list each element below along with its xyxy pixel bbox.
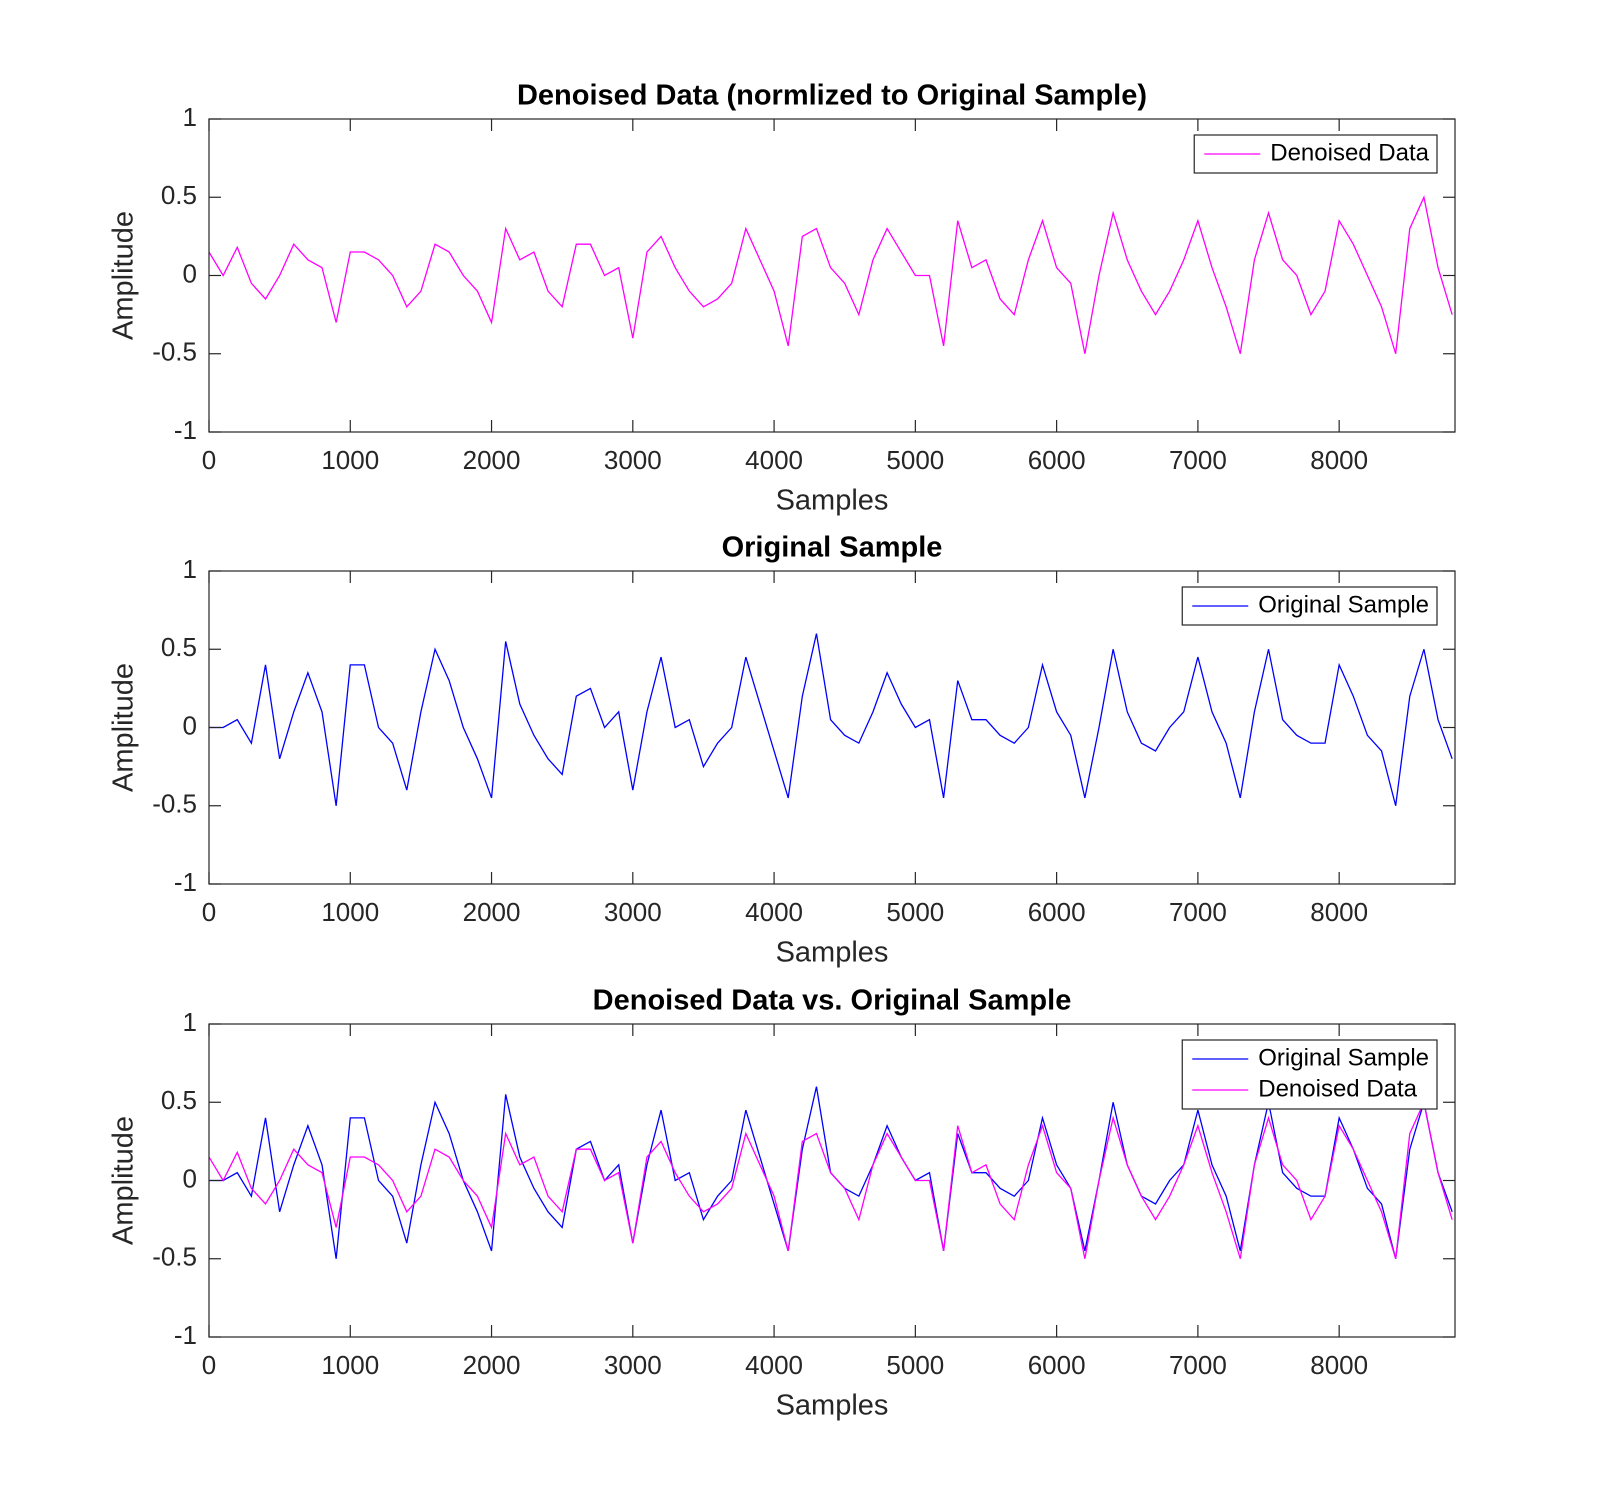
x-tick-label: 4000: [745, 445, 803, 475]
x-tick-label: 1000: [321, 445, 379, 475]
legend: Original Sample Denoised Data: [1181, 1039, 1438, 1110]
x-tick-label: 8000: [1310, 445, 1368, 475]
y-axis-label: Amplitude: [108, 663, 140, 792]
x-tick-label: 2000: [463, 1350, 521, 1380]
legend: Original Sample: [1181, 586, 1438, 626]
y-axis-label: Amplitude: [108, 211, 140, 340]
x-tick-label: 4000: [745, 1350, 803, 1380]
y-tick-label: -1: [174, 1320, 197, 1350]
legend-box: [1181, 1039, 1438, 1110]
x-tick-label: 6000: [1028, 445, 1086, 475]
legend-label: Denoised Data: [1258, 1075, 1417, 1102]
y-tick-label: -0.5: [152, 1242, 197, 1272]
chart-title: Denoised Data (normlized to Original Sam…: [517, 80, 1147, 112]
x-tick-label: 2000: [463, 897, 521, 927]
x-tick-label: 3000: [604, 1350, 662, 1380]
x-tick-label: 5000: [886, 897, 944, 927]
x-tick-label: 3000: [604, 897, 662, 927]
x-tick-label: 5000: [886, 1350, 944, 1380]
y-tick-label: 1: [183, 102, 197, 132]
x-tick-label: 7000: [1169, 1350, 1227, 1380]
chart-title: Original Sample: [722, 532, 943, 564]
y-tick-label: 1: [183, 554, 197, 584]
x-tick-label: 0: [202, 897, 216, 927]
x-tick-label: 6000: [1028, 1350, 1086, 1380]
data-line: [209, 195, 1453, 354]
y-tick-label: 0.5: [161, 1085, 197, 1115]
data-line: [209, 1100, 1453, 1259]
x-tick-label: 2000: [463, 445, 521, 475]
x-tick-label: 1000: [321, 1350, 379, 1380]
y-tick-label: -1: [174, 415, 197, 445]
x-tick-label: 3000: [604, 445, 662, 475]
y-tick-label: 0.5: [161, 180, 197, 210]
y-tick-label: -0.5: [152, 337, 197, 367]
y-tick-label: 0.5: [161, 632, 197, 662]
legend-label: Denoised Data: [1270, 139, 1429, 166]
x-axis-label: Samples: [776, 1390, 889, 1422]
x-tick-label: 1000: [321, 897, 379, 927]
x-tick-label: 0: [202, 1350, 216, 1380]
legend-label: Original Sample: [1258, 1044, 1429, 1071]
x-tick-label: 7000: [1169, 445, 1227, 475]
x-axis-label: Samples: [776, 485, 889, 517]
x-tick-label: 8000: [1310, 897, 1368, 927]
x-tick-label: 4000: [745, 897, 803, 927]
x-axis-label: Samples: [776, 937, 889, 969]
x-tick-label: 8000: [1310, 1350, 1368, 1380]
y-tick-label: 0: [183, 1163, 197, 1193]
y-tick-label: 0: [183, 710, 197, 740]
y-axis-label: Amplitude: [108, 1116, 140, 1245]
x-tick-label: 0: [202, 445, 216, 475]
x-tick-label: 6000: [1028, 897, 1086, 927]
y-tick-label: 0: [183, 258, 197, 288]
y-tick-label: -0.5: [152, 789, 197, 819]
x-tick-label: 7000: [1169, 897, 1227, 927]
y-tick-label: -1: [174, 867, 197, 897]
legend: Denoised Data: [1193, 134, 1438, 174]
data-line: [209, 633, 1453, 806]
x-tick-label: 5000: [886, 445, 944, 475]
legend-label: Original Sample: [1258, 591, 1429, 618]
chart-title: Denoised Data vs. Original Sample: [593, 985, 1072, 1017]
y-tick-label: 1: [183, 1007, 197, 1037]
